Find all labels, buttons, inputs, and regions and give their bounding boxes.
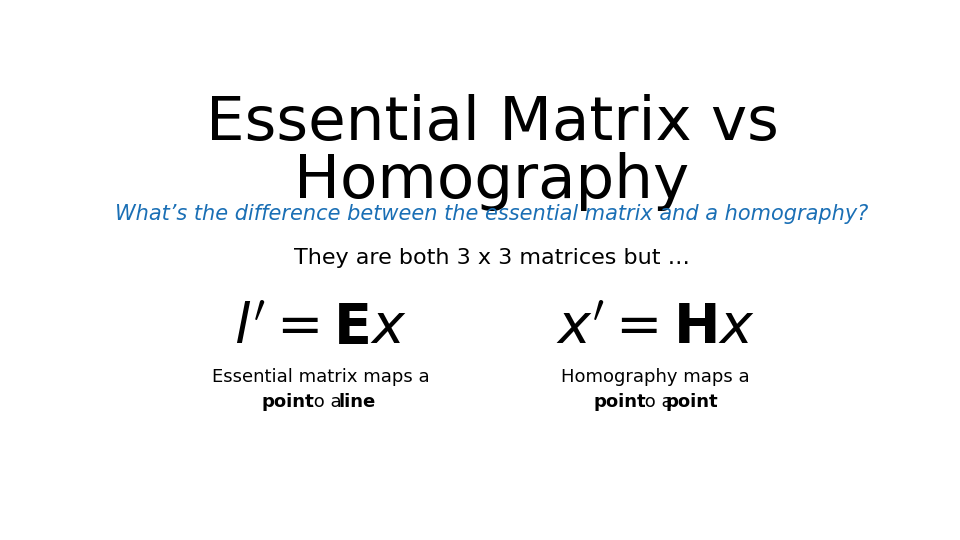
Text: point: point (262, 393, 314, 411)
Text: point: point (665, 393, 718, 411)
Text: point: point (593, 393, 646, 411)
Text: Homography maps a: Homography maps a (562, 368, 750, 386)
Text: Essential Matrix vs: Essential Matrix vs (205, 94, 779, 153)
Text: Homography: Homography (295, 152, 689, 211)
Text: They are both 3 x 3 matrices but …: They are both 3 x 3 matrices but … (294, 248, 690, 268)
Text: to a: to a (633, 393, 679, 411)
Text: Essential matrix maps a: Essential matrix maps a (212, 368, 430, 386)
Text: $x' = \mathbf{H}x$: $x' = \mathbf{H}x$ (556, 302, 756, 356)
Text: to a: to a (301, 393, 348, 411)
Text: $l' = \mathbf{E}x$: $l' = \mathbf{E}x$ (234, 302, 407, 356)
Text: line: line (339, 393, 375, 411)
Text: What’s the difference between the essential matrix and a homography?: What’s the difference between the essent… (115, 204, 869, 224)
